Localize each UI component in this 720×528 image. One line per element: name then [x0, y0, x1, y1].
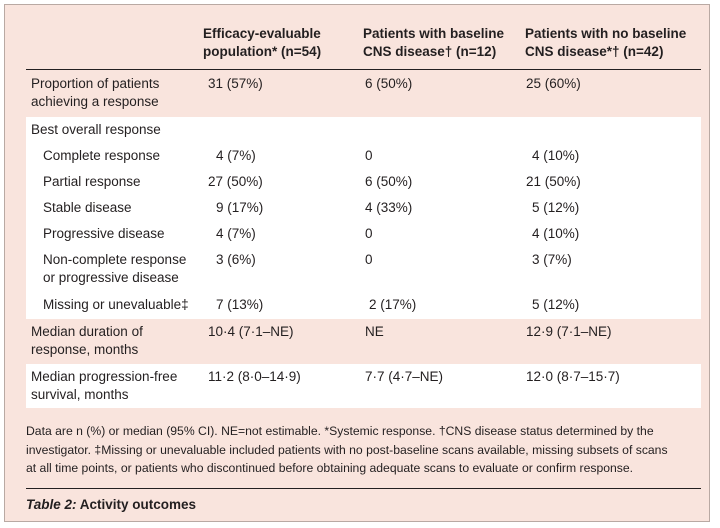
cell-complete-c2: 0	[365, 148, 373, 163]
cell-complete-c3: 4 (10%)	[532, 148, 580, 163]
row-label-progressive: Progressive disease	[43, 226, 165, 241]
cell-missing-c3: 5 (12%)	[532, 297, 580, 312]
row-label-pfs: Median progression-free survival, months	[31, 368, 177, 404]
cell-pfs-c1: 11·2 (8·0–14·9)	[208, 369, 301, 384]
cell-complete-c1: 4 (7%)	[216, 148, 256, 163]
label-line: Non-complete response	[43, 252, 187, 267]
label-line: or progressive disease	[43, 270, 179, 285]
caption-rule	[26, 488, 701, 489]
caption-label: Table 2:	[26, 497, 77, 512]
header-line: Efficacy-evaluable	[203, 26, 321, 41]
label-line: response, months	[31, 342, 139, 357]
cell-duration-c2: NE	[365, 324, 384, 339]
table-footnote: Data are n (%) or median (95% CI). NE=no…	[26, 422, 698, 478]
header-rule	[26, 69, 701, 70]
label-line: Median progression-free	[31, 369, 178, 384]
row-label-missing: Missing or unevaluable‡	[43, 297, 189, 312]
row-label-duration: Median duration of response, months	[31, 323, 143, 359]
cell-stable-c2: 4 (33%)	[365, 200, 413, 215]
cell-pfs-c3: 12·0 (8·7–15·7)	[526, 369, 620, 384]
label-line: achieving a response	[31, 94, 159, 109]
cell-partial-c3: 21 (50%)	[526, 174, 581, 189]
row-label-best-overall: Best overall response	[31, 122, 161, 137]
row-label-noncomplete: Non-complete response or progressive dis…	[43, 251, 186, 287]
cell-noncomplete-c3: 3 (7%)	[532, 252, 572, 267]
footnote-line: at all time points, or patients who disc…	[26, 461, 634, 475]
row-label-partial: Partial response	[43, 174, 141, 189]
caption-title: Activity outcomes	[76, 497, 197, 512]
header-col-efficacy: Efficacy-evaluable population* (n=54)	[203, 25, 321, 61]
cell-duration-c1: 10·4 (7·1–NE)	[208, 324, 294, 339]
cell-pfs-c2: 7·7 (4·7–NE)	[365, 369, 444, 384]
cell-stable-c3: 5 (12%)	[532, 200, 580, 215]
cell-noncomplete-c1: 3 (6%)	[216, 252, 256, 267]
cell-missing-c2: 2 (17%)	[369, 297, 417, 312]
pfs-band	[26, 364, 701, 408]
table-panel: Efficacy-evaluable population* (n=54) Pa…	[4, 4, 710, 522]
cell-partial-c2: 6 (50%)	[365, 174, 413, 189]
header-line: CNS disease† (n=12)	[363, 44, 497, 59]
cell-stable-c1: 9 (17%)	[216, 200, 264, 215]
row-label-complete: Complete response	[43, 148, 161, 163]
header-line: Patients with no baseline	[525, 26, 687, 41]
header-line: Patients with baseline	[363, 26, 505, 41]
header-line: CNS disease*† (n=42)	[525, 44, 664, 59]
row-label-stable: Stable disease	[43, 200, 132, 215]
header-line: population* (n=54)	[203, 44, 322, 59]
cell-duration-c3: 12·9 (7·1–NE)	[526, 324, 612, 339]
label-line: Median duration of	[31, 324, 143, 339]
cell-proportion-c2: 6 (50%)	[365, 76, 413, 91]
row-label-proportion: Proportion of patients achieving a respo…	[31, 75, 159, 111]
label-line: Proportion of patients	[31, 76, 160, 91]
footnote-line: Data are n (%) or median (95% CI). NE=no…	[26, 424, 654, 438]
header-col-baseline-cns: Patients with baseline CNS disease† (n=1…	[363, 25, 504, 61]
cell-missing-c1: 7 (13%)	[216, 297, 264, 312]
cell-proportion-c3: 25 (60%)	[526, 76, 581, 91]
footnote-line: investigator. ‡Missing or unevaluable in…	[26, 442, 668, 457]
cell-progressive-c1: 4 (7%)	[216, 226, 256, 241]
header-col-no-baseline-cns: Patients with no baseline CNS disease*† …	[525, 25, 686, 61]
cell-progressive-c2: 0	[365, 226, 373, 241]
cell-proportion-c1: 31 (57%)	[208, 76, 263, 91]
cell-partial-c1: 27 (50%)	[208, 174, 263, 189]
cell-noncomplete-c2: 0	[365, 252, 373, 267]
label-line: survival, months	[31, 387, 129, 402]
best-response-band	[26, 117, 701, 319]
cell-progressive-c3: 4 (10%)	[532, 226, 580, 241]
table-caption: Table 2: Activity outcomes	[26, 496, 196, 514]
